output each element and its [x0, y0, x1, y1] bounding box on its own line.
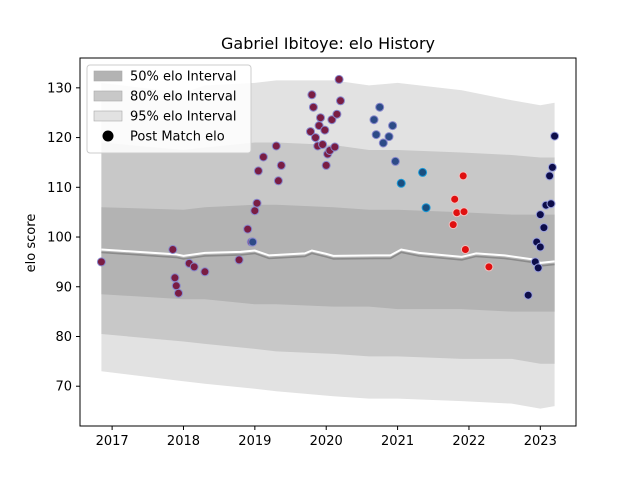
y-tick-label: 70 — [55, 380, 72, 395]
median-shadow-line — [101, 251, 555, 267]
legend-marker — [102, 130, 114, 142]
data-point-series-3 — [452, 208, 462, 218]
data-point-series-1 — [248, 237, 258, 247]
data-point-series-4 — [535, 210, 545, 220]
data-point-series-0 — [308, 102, 318, 112]
data-point-series-0 — [234, 255, 244, 265]
legend-label: 50% elo Interval — [130, 70, 237, 85]
data-point-series-0 — [250, 206, 260, 216]
axes: 2017 2018 2019 2020 2021 2022 2023 70 80 90 100 110… — [47, 57, 577, 449]
data-point-series-0 — [253, 166, 263, 176]
data-point-series-3 — [450, 194, 460, 204]
data-point-series-0 — [334, 74, 344, 84]
data-point-series-1 — [390, 156, 400, 166]
legend-label: 80% elo Interval — [130, 90, 237, 105]
data-point-series-0 — [258, 152, 268, 162]
legend-label: Post Match elo — [130, 130, 225, 145]
data-point-series-1 — [378, 138, 388, 148]
data-point-series-4 — [533, 263, 543, 273]
x-tick-label: 2021 — [381, 434, 414, 449]
data-point-series-4 — [545, 171, 555, 181]
data-point-series-1 — [388, 121, 398, 131]
legend-label: 95% elo Interval — [130, 110, 237, 125]
data-point-series-0 — [168, 245, 178, 254]
x-tick-label: 2023 — [524, 434, 557, 449]
data-point-series-4 — [539, 223, 549, 233]
data-point-series-0 — [311, 133, 320, 143]
data-point-series-0 — [327, 115, 337, 125]
data-point-series-4 — [550, 131, 560, 141]
y-tick-label: 130 — [47, 81, 72, 96]
data-point-series-0 — [336, 96, 345, 106]
data-point-series-0 — [273, 176, 283, 186]
data-point-series-2 — [396, 178, 406, 188]
data-point-series-0 — [174, 288, 183, 298]
x-tick-label: 2018 — [167, 434, 200, 449]
y-tick-label: 100 — [47, 231, 72, 246]
data-point-series-0 — [307, 90, 317, 100]
data-point-series-1 — [384, 132, 394, 142]
data-point-series-0 — [243, 224, 253, 234]
legend-box — [86, 64, 252, 154]
chart-title: Gabriel Ibitoye: elo History — [221, 34, 435, 53]
data-point-series-0 — [170, 273, 180, 283]
data-point-series-1 — [375, 102, 385, 112]
x-tick-label: 2022 — [452, 434, 485, 449]
legend-swatch — [93, 90, 123, 102]
data-point-series-4 — [535, 242, 545, 252]
data-point-series-0 — [276, 160, 286, 170]
data-point-series-1 — [369, 115, 379, 125]
data-point-series-0 — [316, 113, 325, 123]
data-point-series-0 — [332, 109, 342, 119]
data-point-series-3 — [460, 245, 470, 254]
y-axis-label: elo score — [24, 214, 39, 273]
y-tick-label: 80 — [55, 330, 72, 345]
data-point-series-0 — [321, 160, 331, 170]
legend-swatch — [93, 70, 123, 82]
data-point-series-0 — [271, 141, 281, 151]
data-point-series-3 — [459, 207, 469, 217]
data-point-series-0 — [252, 198, 262, 208]
y-tick-label: 110 — [47, 181, 72, 196]
data-point-series-3 — [448, 220, 458, 230]
data-point-series-3 — [484, 262, 494, 272]
data-point-series-4 — [546, 199, 556, 209]
median-line — [101, 248, 555, 264]
data-point-series-4 — [547, 162, 557, 172]
y-tick-label: 90 — [55, 280, 72, 295]
data-point-series-0 — [171, 281, 181, 291]
plot-frame — [79, 57, 577, 427]
data-point-series-0 — [330, 142, 340, 152]
legend-swatch — [93, 110, 123, 122]
data-point-series-2 — [421, 203, 431, 213]
data-point-series-0 — [306, 127, 315, 137]
x-tick-label: 2017 — [96, 434, 129, 449]
x-tick-label: 2020 — [310, 434, 343, 449]
data-point-series-0 — [200, 267, 210, 277]
data-point-series-1 — [371, 130, 381, 140]
data-point-series-0 — [318, 140, 328, 149]
data-point-series-4 — [523, 290, 533, 300]
data-point-series-0 — [96, 257, 106, 267]
y-tick-label: 120 — [47, 131, 72, 146]
data-point-series-3 — [458, 171, 468, 181]
data-point-series-2 — [418, 167, 428, 177]
plot-area — [96, 74, 560, 409]
x-tick-label: 2019 — [238, 434, 271, 449]
data-point-series-0 — [320, 125, 330, 135]
legend: 50% elo Interval 80% elo Interval 95% elo … — [86, 64, 252, 154]
data-point-series-0 — [189, 262, 199, 272]
